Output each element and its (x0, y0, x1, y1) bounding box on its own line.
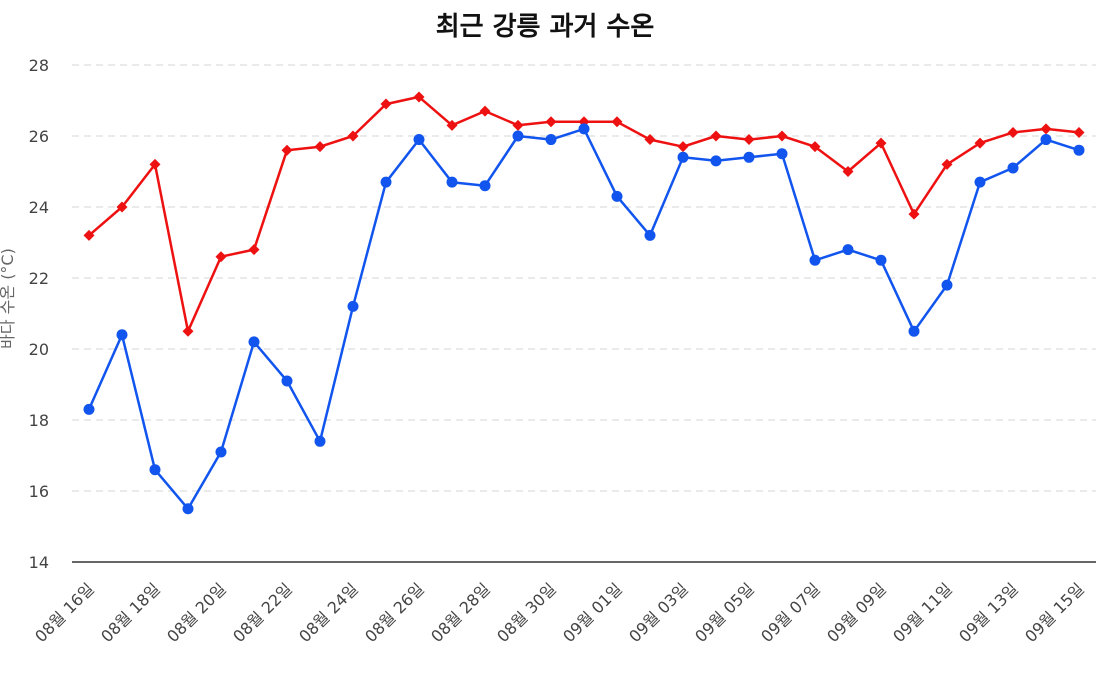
data-point[interactable] (677, 151, 689, 163)
x-tick-label: 09월 01일 (559, 579, 626, 646)
x-tick-label: 08월 30일 (493, 579, 560, 646)
data-point[interactable] (1073, 126, 1085, 138)
x-tick-label: 09월 03일 (625, 579, 692, 646)
y-axis-label: 바다 수온 (°C) (0, 248, 17, 349)
data-point[interactable] (908, 325, 920, 337)
y-tick-label: 22 (29, 269, 49, 288)
data-point[interactable] (941, 158, 953, 170)
data-point[interactable] (1073, 144, 1085, 156)
data-point[interactable] (710, 130, 722, 142)
y-tick-label: 26 (29, 127, 49, 146)
y-tick-label: 24 (29, 198, 49, 217)
data-point[interactable] (743, 151, 755, 163)
data-point[interactable] (875, 254, 887, 266)
x-tick-label: 09월 15일 (1021, 579, 1088, 646)
data-point[interactable] (83, 403, 95, 415)
x-tick-label: 09월 09일 (823, 579, 890, 646)
chart-title: 최근 강릉 과거 수온 (435, 12, 655, 42)
data-point[interactable] (215, 446, 227, 458)
data-point[interactable] (446, 176, 458, 188)
data-point[interactable] (545, 116, 557, 128)
data-point[interactable] (215, 251, 227, 263)
series-line-2 (87, 127, 1080, 511)
data-point[interactable] (809, 141, 821, 153)
data-point[interactable] (413, 91, 425, 103)
data-point[interactable] (479, 105, 491, 117)
data-point[interactable] (1040, 134, 1052, 146)
x-tick-label: 08월 24일 (295, 579, 362, 646)
data-point[interactable] (281, 144, 293, 156)
data-point[interactable] (611, 190, 623, 202)
x-tick-label: 08월 22일 (229, 579, 296, 646)
data-point[interactable] (248, 244, 260, 256)
data-point[interactable] (875, 137, 887, 149)
y-tick-label: 28 (29, 56, 49, 75)
y-tick-label: 16 (29, 482, 49, 501)
data-point[interactable] (1040, 123, 1052, 135)
y-tick-label: 14 (29, 553, 49, 572)
data-point[interactable] (314, 435, 326, 447)
data-point[interactable] (842, 166, 854, 177)
data-point[interactable] (380, 176, 392, 188)
data-point[interactable] (512, 130, 524, 142)
data-point[interactable] (347, 130, 359, 142)
data-point[interactable] (413, 134, 425, 146)
x-tick-label: 09월 11일 (889, 579, 956, 646)
data-point[interactable] (545, 134, 557, 146)
data-point[interactable] (83, 229, 95, 241)
data-point[interactable] (776, 148, 788, 160)
data-point[interactable] (512, 119, 524, 131)
data-point[interactable] (149, 158, 161, 170)
x-tick-label: 09월 13일 (955, 579, 1022, 646)
data-point[interactable] (908, 208, 920, 220)
data-point[interactable] (182, 325, 194, 337)
x-tick-label: 09월 07일 (757, 579, 824, 646)
x-tick-label: 09월 05일 (691, 579, 758, 646)
x-tick-label: 08월 16일 (31, 579, 98, 646)
data-point[interactable] (809, 254, 821, 266)
data-point[interactable] (479, 180, 491, 192)
data-point[interactable] (611, 116, 623, 128)
data-point[interactable] (974, 137, 986, 149)
data-point[interactable] (116, 201, 128, 213)
data-point[interactable] (182, 503, 194, 515)
data-point[interactable] (644, 134, 656, 146)
data-point[interactable] (116, 329, 128, 341)
y-tick-label: 18 (29, 411, 49, 430)
x-tick-label: 08월 18일 (97, 579, 164, 646)
x-tick-label: 08월 20일 (163, 579, 230, 646)
data-point[interactable] (677, 141, 689, 153)
data-point[interactable] (248, 336, 260, 348)
x-tick-label: 08월 28일 (427, 579, 494, 646)
data-point[interactable] (380, 98, 392, 110)
y-tick-label: 20 (29, 340, 49, 359)
data-point[interactable] (314, 141, 326, 153)
data-point[interactable] (776, 130, 788, 142)
data-point[interactable] (149, 464, 161, 476)
data-point[interactable] (281, 375, 293, 387)
data-point[interactable] (941, 279, 953, 291)
data-point[interactable] (347, 300, 359, 312)
data-point[interactable] (710, 155, 722, 167)
data-point[interactable] (578, 123, 590, 135)
data-point[interactable] (446, 119, 458, 131)
data-point[interactable] (743, 134, 755, 146)
data-point[interactable] (842, 244, 854, 256)
x-tick-label: 08월 26일 (361, 579, 428, 646)
data-point[interactable] (1007, 162, 1019, 174)
data-point[interactable] (1007, 126, 1019, 138)
data-point[interactable] (974, 176, 986, 188)
data-point[interactable] (644, 229, 656, 241)
